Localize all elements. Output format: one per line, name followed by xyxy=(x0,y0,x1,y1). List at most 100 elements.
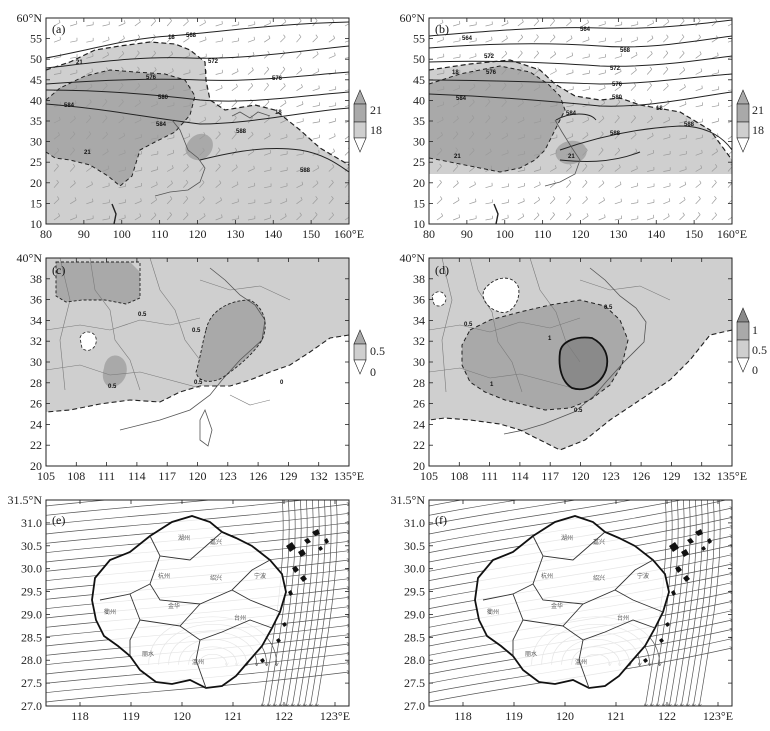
city-label: 衢州 xyxy=(487,608,499,616)
y-tick-label: 55 xyxy=(413,32,425,46)
contour-label: 588 xyxy=(300,168,311,174)
y-tick-label: 30 xyxy=(413,135,425,149)
x-tick-label: 105 xyxy=(420,469,438,483)
panel-a-axes: 80 90 100 110 120 130 140 150 160°E 60°N 55 50 45 40 3… xyxy=(17,11,365,241)
y-tick-label: 30 xyxy=(30,135,42,149)
city-label: 杭州 xyxy=(158,572,170,580)
panel-f-axes: 118 119 120 121 122 123°E 31.5°N 31.0 30.5 30.0 29… xyxy=(391,493,734,723)
panel-e-field xyxy=(46,500,349,706)
wind-barbs-a xyxy=(53,18,349,221)
colorbar-tick: 0 xyxy=(752,363,758,377)
x-tick-label: 123 xyxy=(602,469,620,483)
x-tick-label: 160°E xyxy=(334,227,364,241)
y-tick-label: 28.0 xyxy=(21,653,42,667)
panel-a-field xyxy=(46,18,349,224)
contour-label: 0 xyxy=(280,380,284,386)
x-tick-label: 119 xyxy=(122,709,140,723)
contour-label: 1 xyxy=(490,382,494,388)
panel-c: 0.5 0.5 0.5 0.5 0 (c) 105 108 111 114 117 120… xyxy=(17,251,385,483)
y-tick-label: 50 xyxy=(413,52,425,66)
x-tick-label: 100 xyxy=(496,227,514,241)
y-tick-label: 28.5 xyxy=(404,630,425,644)
panel-d-field xyxy=(429,258,732,451)
colorbar-tick: 18 xyxy=(370,123,382,137)
panel-e: 湖州 嘉兴 杭州 绍兴 宁波 衢州 金华 台州 丽水 温州 (e) 118 119… xyxy=(8,493,351,723)
contour-label: 564 xyxy=(462,36,473,42)
y-tick-label: 28.5 xyxy=(21,630,42,644)
colorbar-a: 21 18 xyxy=(353,89,382,153)
city-label: 台州 xyxy=(234,614,246,622)
x-tick-label: 114 xyxy=(128,469,146,483)
y-tick-label: 34 xyxy=(413,313,425,327)
x-tick-label: 111 xyxy=(98,469,115,483)
city-label: 湖州 xyxy=(561,534,573,542)
x-tick-label: 126 xyxy=(249,469,267,483)
wind-barbs-b xyxy=(436,18,732,221)
y-tick-label: 22 xyxy=(30,438,42,452)
city-label: 温州 xyxy=(575,658,587,666)
x-tick-label: 120 xyxy=(556,709,574,723)
colorbar-d: 1 0.5 0 xyxy=(736,307,767,377)
x-tick-label: 160°E xyxy=(717,227,747,241)
x-tick-label: 100 xyxy=(113,227,131,241)
contour-label: 588 xyxy=(684,122,695,128)
contour-label: 18 xyxy=(168,35,175,41)
panel-label: (e) xyxy=(52,513,65,527)
x-tick-label: 150 xyxy=(685,227,703,241)
panel-f: 湖州 嘉兴 杭州 绍兴 宁波 衢州 金华 台州 丽水 温州 (f) 118 119… xyxy=(391,493,734,723)
y-tick-label: 10 xyxy=(30,217,42,231)
y-tick-label: 29.0 xyxy=(404,607,425,621)
city-label: 杭州 xyxy=(541,572,553,580)
x-tick-label: 110 xyxy=(534,227,552,241)
x-tick-label: 118 xyxy=(454,709,472,723)
y-tick-label: 27.5 xyxy=(21,676,42,690)
city-label: 衢州 xyxy=(104,608,116,616)
contour-label: 0.5 xyxy=(604,305,613,311)
contour-label: 0.5 xyxy=(192,328,201,334)
panel-d-axes: 105 108 111 114 117 120 123 126 129 132 135°E40°N3… xyxy=(400,251,748,483)
y-tick-label: 29.5 xyxy=(21,585,42,599)
contour-label: 584 xyxy=(156,122,167,128)
contour-label: 576 xyxy=(146,75,157,81)
colorbar-tick: 18 xyxy=(752,123,764,137)
x-tick-label: 123°E xyxy=(320,709,350,723)
contour-label: 580 xyxy=(158,95,169,101)
x-tick-label: 135°E xyxy=(717,469,747,483)
x-tick-label: 80 xyxy=(423,227,435,241)
contour-label: 576 xyxy=(612,82,623,88)
contour-label: 580 xyxy=(612,95,623,101)
y-tick-label: 28.0 xyxy=(404,653,425,667)
x-tick-label: 119 xyxy=(505,709,523,723)
contour-label: 584 xyxy=(566,111,577,117)
y-tick-label: 22 xyxy=(413,438,425,452)
panel-label: (f) xyxy=(435,513,447,527)
y-tick-label: 26 xyxy=(30,397,42,411)
city-label: 嘉兴 xyxy=(210,538,222,546)
panel-c-field xyxy=(46,258,349,447)
y-tick-label: 26 xyxy=(413,397,425,411)
y-tick-label: 32 xyxy=(413,334,425,348)
x-tick-label: 140 xyxy=(647,227,665,241)
city-label: 丽水 xyxy=(525,650,537,658)
contour-label: 572 xyxy=(208,59,219,65)
x-tick-label: 120 xyxy=(189,469,207,483)
contour-label: 21 xyxy=(76,60,83,66)
colorbar-tick: 1 xyxy=(752,323,758,337)
y-tick-label: 36 xyxy=(413,293,425,307)
contour-label: 568 xyxy=(620,48,631,54)
y-tick-label: 27.5 xyxy=(404,676,425,690)
x-tick-label: 117 xyxy=(541,469,559,483)
x-tick-label: 105 xyxy=(37,469,55,483)
x-tick-label: 126 xyxy=(632,469,650,483)
x-tick-label: 123°E xyxy=(703,709,733,723)
y-tick-label: 27.0 xyxy=(21,699,42,713)
x-tick-label: 129 xyxy=(279,469,297,483)
y-tick-label: 15 xyxy=(413,196,425,210)
y-tick-label: 28 xyxy=(30,376,42,390)
y-tick-label: 38 xyxy=(413,272,425,286)
panel-a: 568 572 576 576 580 584 584 588 588 18 1… xyxy=(17,11,382,241)
city-label: 宁波 xyxy=(254,572,266,580)
colorbar-tick: 21 xyxy=(752,103,764,117)
y-tick-label: 45 xyxy=(413,73,425,87)
